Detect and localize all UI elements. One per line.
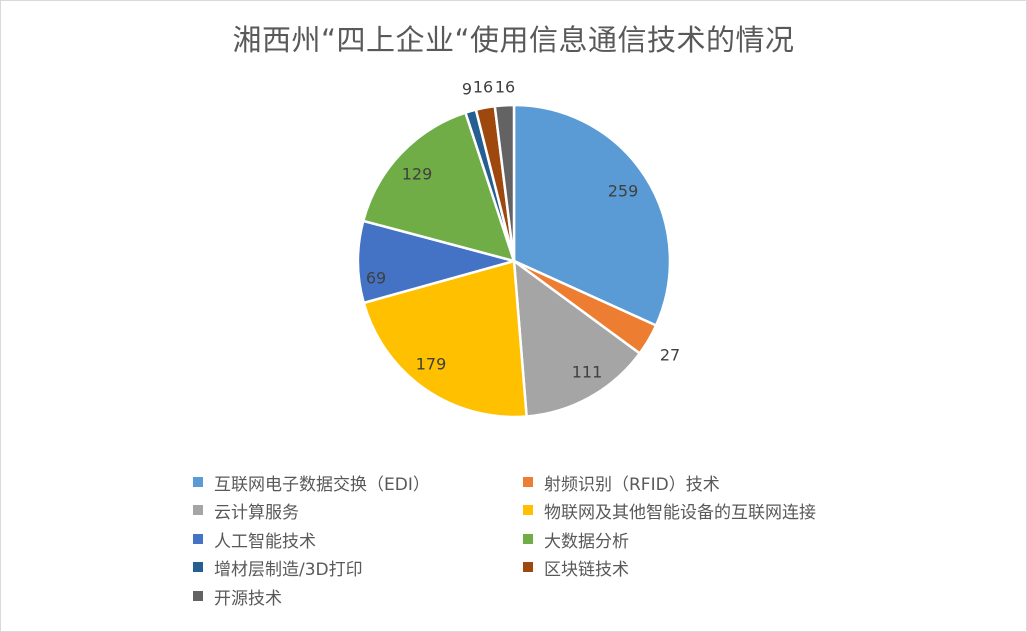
pie-slice-1 (512, 103, 672, 327)
data-label-7: 9 (462, 80, 472, 99)
pie-slice-9 (493, 103, 516, 263)
legend-label: 大数据分析 (544, 531, 629, 552)
data-label-1: 259 (608, 182, 639, 201)
legend-label: 云计算服务 (214, 502, 299, 523)
legend-item: 互联网电子数据交换（EDI） (193, 471, 430, 495)
legend-item: 云计算服务 (193, 499, 299, 523)
data-label-8: 16 (473, 78, 493, 97)
legend-swatch (523, 562, 533, 572)
legend-label: 物联网及其他智能设备的互联网连接 (544, 502, 816, 523)
legend-label: 人工智能技术 (214, 531, 316, 552)
data-label-5: 69 (366, 269, 386, 288)
legend-item: 射频识别（RFID）技术 (523, 471, 720, 495)
legend-swatch (193, 562, 203, 572)
data-label-4: 179 (416, 355, 447, 374)
pie-slice-6 (362, 111, 516, 263)
data-label-3: 111 (572, 363, 603, 382)
legend-item: 开源技术 (193, 585, 282, 609)
legend-swatch (523, 534, 533, 544)
pie-slice-4 (362, 259, 528, 419)
legend-item: 大数据分析 (523, 528, 629, 552)
legend-swatch (193, 534, 203, 544)
legend-swatch (523, 505, 533, 515)
legend-item: 物联网及其他智能设备的互联网连接 (523, 499, 816, 523)
data-label-9: 16 (495, 78, 515, 97)
legend-item: 区块链技术 (523, 556, 629, 580)
legend-swatch (523, 477, 533, 487)
legend-label: 互联网电子数据交换（EDI） (214, 474, 430, 495)
legend-swatch (193, 477, 203, 487)
data-label-2: 27 (660, 346, 680, 365)
data-label-6: 129 (402, 165, 433, 184)
legend-label: 区块链技术 (544, 559, 629, 580)
legend-swatch (193, 591, 203, 601)
legend-label: 增材层制造/3D打印 (214, 559, 363, 580)
legend-label: 开源技术 (214, 588, 282, 609)
pie-slice-3 (512, 259, 641, 418)
legend-item: 人工智能技术 (193, 528, 316, 552)
chart-title: 湘西州“四上企业“使用信息通信技术的情况 (232, 23, 795, 57)
legend-item: 增材层制造/3D打印 (193, 556, 363, 580)
legend-swatch (193, 505, 203, 515)
legend-label: 射频识别（RFID）技术 (544, 474, 720, 495)
